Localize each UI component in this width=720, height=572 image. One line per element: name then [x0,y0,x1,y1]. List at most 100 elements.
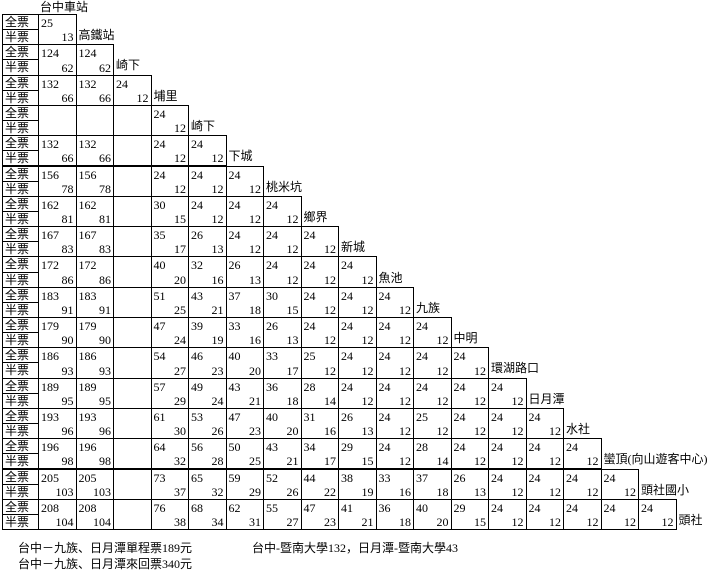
full-fare: 208 [78,500,97,515]
fare-cell: 24 12 [375,407,414,440]
half-fare: 93 [61,363,74,378]
station-label: 崎下 [191,119,216,134]
full-fare: 24 [528,440,541,455]
full-fare: 132 [78,76,97,91]
note: 台中－九族、日月潭單程票189元 [18,541,193,556]
full-fare: 26 [453,470,466,485]
full-label: 全票 [2,165,39,182]
fare-cell: 24 12 [150,165,189,197]
half-fare: 24 [211,393,224,408]
full-fare: 24 [303,319,316,333]
half-fare: 12 [661,515,674,530]
full-fare: 29 [341,440,353,455]
half-fare: 12 [474,393,486,408]
half-fare: 66 [99,151,111,166]
fare-cell: 167 83 [75,226,114,258]
fare-cell: 32 16 [188,256,227,288]
full-fare: 25 [416,409,428,424]
fare-cell: 51 25 [150,286,189,318]
full-fare: 40 [416,500,428,515]
fare-cell: 73 37 [150,468,189,500]
full-fare: 167 [78,228,97,243]
fare-cell: 24 12 [150,135,189,167]
half-fare: 66 [99,90,111,105]
fare-cell [113,165,152,197]
fare-cell: 24 12 [375,317,414,349]
full-fare: 24 [378,288,391,303]
fare-cell: 26 13 [263,317,302,349]
full-fare: 28 [416,440,428,455]
full-label: 全票 [2,44,39,61]
fare-cell: 24 12 [338,317,377,349]
half-label: 半票 [2,513,39,531]
full-fare: 32 [191,258,203,273]
fare-cell: 53 26 [188,407,227,440]
full-fare: 124 [78,46,97,61]
full-fare: 40 [266,409,278,424]
fare-cell: 24 12 [188,165,227,197]
full-fare: 24 [341,349,353,364]
fare-cell: 24 12 [413,317,452,349]
half-fare: 20 [174,272,186,287]
half-fare: 98 [61,454,74,469]
full-fare: 24 [453,349,466,364]
half-label: 半票 [2,210,39,228]
full-fare: 73 [153,470,166,485]
full-fare: 54 [153,349,166,364]
full-fare: 47 [303,500,316,515]
full-fare: 55 [266,500,278,515]
fare-cell: 57 29 [150,377,189,409]
full-label: 全票 [2,226,39,243]
station-label: 下城 [228,149,253,164]
full-fare: 24 [566,470,578,485]
full-fare: 33 [228,319,241,333]
full-fare: 24 [378,409,391,424]
fare-cell: 167 83 [38,226,77,258]
fare-cell: 24 12 [150,104,189,137]
half-fare: 25 [249,454,261,469]
fare-cell: 132 66 [38,135,77,167]
fare-cell: 49 24 [188,377,227,409]
fare-cell: 46 23 [188,347,227,379]
half-label: 半票 [2,271,39,288]
half-fare: 66 [61,90,74,105]
full-fare: 68 [191,500,203,515]
fare-cell: 24 12 [225,165,264,197]
full-fare: 162 [41,197,59,212]
half-fare: 15 [474,515,486,530]
fare-cell: 56 28 [188,438,227,470]
full-fare: 76 [153,500,166,515]
half-fare: 12 [324,242,336,257]
station-label: 環湖路口 [491,361,540,376]
full-fare: 24 [528,470,541,485]
full-fare: 24 [341,288,353,303]
half-fare: 12 [436,424,449,439]
full-fare: 36 [378,500,391,515]
half-fare: 98 [99,454,111,469]
fare-cell: 50 25 [225,438,264,470]
fare-cell: 38 19 [338,468,377,500]
fare-cell: 25 12 [413,407,452,440]
half-label: 半票 [2,392,39,409]
fare-cell [113,317,152,349]
half-fare: 26 [286,484,299,499]
full-fare: 41 [341,500,353,515]
full-fare: 24 [303,228,316,243]
half-fare: 12 [399,393,411,408]
fare-cell [113,498,152,531]
full-label: 全票 [2,256,39,273]
full-label: 全票 [2,317,39,334]
half-fare: 23 [249,424,261,439]
half-fare: 62 [61,60,74,75]
full-fare: 24 [303,288,316,303]
half-fare: 31 [249,515,261,530]
full-fare: 43 [191,288,203,303]
full-label: 全票 [2,377,39,394]
full-fare: 132 [41,76,59,91]
full-fare: 47 [153,319,166,333]
half-fare: 95 [61,393,74,408]
full-fare: 47 [228,409,241,424]
full-fare: 179 [41,319,59,333]
fare-cell: 132 66 [38,74,77,106]
